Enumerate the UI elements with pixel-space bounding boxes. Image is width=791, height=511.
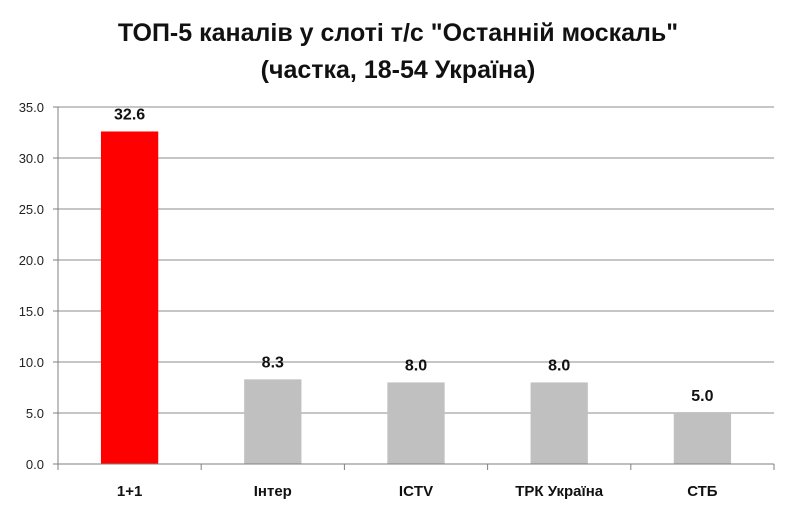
chart-title-line-1: ТОП-5 каналів у слоті т/с "Останній моск…	[118, 19, 678, 47]
bar	[100, 131, 159, 465]
x-category-label: 1+1	[117, 483, 142, 500]
x-category-label: СТБ	[687, 483, 718, 500]
y-tick-label: 5.0	[26, 406, 44, 421]
gridlines	[58, 106, 774, 414]
bars	[100, 131, 732, 465]
x-category-label: ТРК Україна	[515, 483, 604, 500]
axes	[57, 107, 775, 470]
bar-value-label: 8.3	[262, 354, 284, 371]
y-tick-label: 15.0	[19, 304, 44, 319]
bar-value-label: 8.0	[548, 357, 570, 374]
y-tick-label: 0.0	[26, 457, 44, 472]
chart-title-line-2: (частка, 18-54 Україна)	[261, 56, 536, 84]
value-labels: 32.6 8.3 8.0 8.0 5.0	[114, 106, 714, 405]
y-tick-label: 10.0	[19, 355, 44, 370]
y-axis-ticks: 0.0 5.0 10.0 15.0 20.0 25.0 30.0 35.0	[19, 100, 58, 472]
y-tick-label: 25.0	[19, 202, 44, 217]
bar	[387, 382, 445, 464]
bar	[673, 413, 732, 464]
bar	[530, 382, 588, 464]
x-axis-categories: 1+1 Інтер ICTV ТРК Україна СТБ	[117, 483, 718, 500]
x-category-label: ICTV	[399, 483, 433, 500]
bar-value-label: 8.0	[405, 357, 427, 374]
bar-value-label: 32.6	[114, 106, 145, 123]
y-tick-label: 20.0	[19, 253, 44, 268]
bar-value-label: 5.0	[691, 388, 713, 405]
bar	[244, 379, 302, 464]
x-category-label: Інтер	[254, 483, 292, 500]
y-tick-label: 35.0	[19, 100, 44, 115]
y-tick-label: 30.0	[19, 151, 44, 166]
